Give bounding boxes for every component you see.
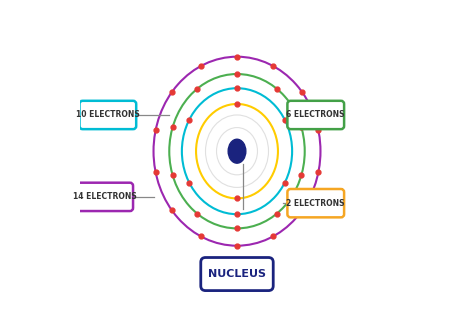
FancyBboxPatch shape xyxy=(76,183,133,211)
Text: NUCLEUS: NUCLEUS xyxy=(208,269,266,279)
Text: 2 ELECTRONS: 2 ELECTRONS xyxy=(286,199,345,208)
Text: 6 ELECTRONS: 6 ELECTRONS xyxy=(286,111,345,119)
Ellipse shape xyxy=(228,139,246,163)
Text: 10 ELECTRONS: 10 ELECTRONS xyxy=(76,111,140,119)
Text: 14 ELECTRONS: 14 ELECTRONS xyxy=(73,192,137,201)
FancyBboxPatch shape xyxy=(287,101,344,129)
FancyBboxPatch shape xyxy=(287,189,344,217)
FancyBboxPatch shape xyxy=(80,101,136,129)
FancyBboxPatch shape xyxy=(201,258,273,290)
